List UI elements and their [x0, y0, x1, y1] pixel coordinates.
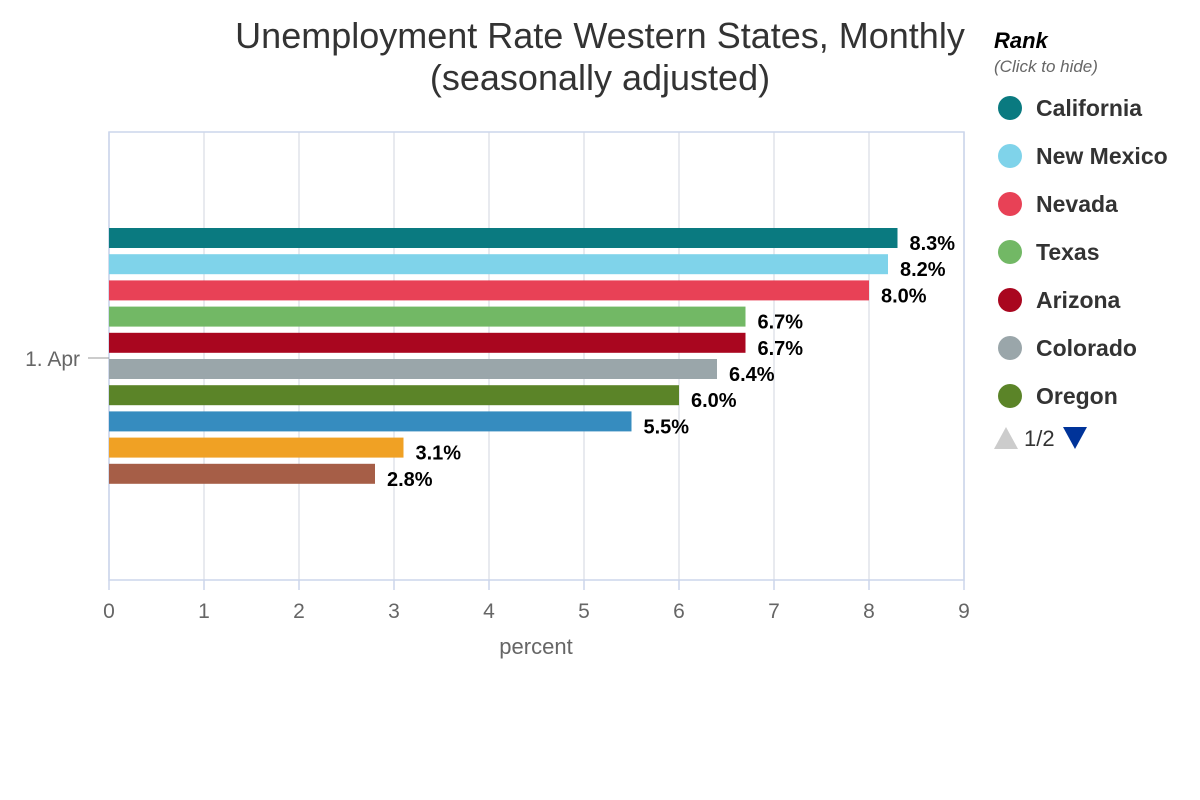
bar-texas[interactable] [109, 306, 746, 327]
x-axis-title: percent [499, 634, 572, 659]
legend-label-new-mexico: New Mexico [1036, 143, 1168, 169]
data-label-oregon: 6.0% [691, 390, 737, 412]
chart-subtitle: (seasonally adjusted) [430, 57, 770, 98]
x-tick-label-0: 0 [103, 600, 115, 623]
legend-item-oregon[interactable]: Oregon [998, 383, 1118, 409]
x-tick-label-7: 7 [768, 600, 780, 623]
y-axis-category-label: 1. Apr [25, 348, 80, 371]
legend-title: Rank [994, 28, 1050, 53]
legend-label-texas: Texas [1036, 239, 1100, 265]
data-label-new-mexico: 8.2% [900, 259, 946, 281]
x-tick-label-9: 9 [958, 600, 970, 623]
legend-item-texas[interactable]: Texas [998, 239, 1100, 265]
x-tick-label-4: 4 [483, 600, 495, 623]
legend-item-nevada[interactable]: Nevada [998, 191, 1118, 217]
legend-page-indicator: 1/2 [1024, 426, 1055, 451]
legend-label-california: California [1036, 95, 1142, 121]
gridlines [108, 132, 965, 580]
x-axis-ticks: 0 1 2 3 4 5 6 7 8 9 [103, 580, 970, 623]
bar-arizona[interactable] [109, 332, 746, 353]
x-tick-label-2: 2 [293, 600, 305, 623]
bar-nevada[interactable] [109, 280, 869, 301]
x-tick-label-1: 1 [198, 600, 210, 623]
bar-colorado[interactable] [109, 359, 717, 379]
legend-label-oregon: Oregon [1036, 383, 1118, 409]
legend-page-up-arrow-icon[interactable] [994, 427, 1018, 449]
legend-marker-oregon-icon [998, 384, 1022, 408]
data-label-colorado: 6.4% [729, 364, 775, 386]
legend-item-arizona[interactable]: Arizona [998, 287, 1121, 313]
legend-label-nevada: Nevada [1036, 191, 1118, 217]
legend: Rank (Click to hide) California New Mexic… [994, 28, 1168, 451]
x-tick-label-8: 8 [863, 600, 875, 623]
x-tick-label-6: 6 [673, 600, 685, 623]
bar-series-9[interactable] [109, 437, 404, 458]
legend-marker-nevada-icon [998, 192, 1022, 216]
legend-marker-colorado-icon [998, 336, 1022, 360]
bar-series-10[interactable] [109, 463, 375, 484]
legend-page-down-arrow-icon[interactable] [1063, 427, 1087, 449]
legend-marker-arizona-icon [998, 288, 1022, 312]
x-tick-label-3: 3 [388, 600, 400, 623]
legend-items: California New Mexico Nevada Texas Arizona Co… [998, 95, 1168, 409]
data-label-arizona: 6.7% [758, 338, 804, 360]
plot-area-border [108, 131, 965, 581]
data-label-california: 8.3% [910, 233, 956, 255]
data-labels-group: 8.3% 8.2% 8.0% 6.7% 6.7% 6.4% 6.0%5.5% 3.1% 2.8% [387, 233, 955, 491]
legend-label-colorado: Colorado [1036, 335, 1137, 361]
legend-item-new-mexico[interactable]: New Mexico [998, 143, 1168, 169]
bar-california[interactable] [109, 228, 898, 248]
legend-marker-texas-icon [998, 240, 1022, 264]
chart-title: Unemployment Rate Western States, Monthl… [235, 15, 965, 56]
legend-hint: (Click to hide) [994, 57, 1098, 76]
data-label-series-9: 3.1% [416, 443, 462, 465]
legend-label-arizona: Arizona [1036, 287, 1121, 313]
bar-new-mexico[interactable] [109, 254, 888, 275]
data-label-texas: 6.7% [758, 312, 804, 334]
legend-item-colorado[interactable]: Colorado [998, 335, 1137, 361]
x-tick-label-5: 5 [578, 600, 590, 623]
bar-series-8[interactable] [109, 411, 632, 432]
bar-oregon[interactable] [109, 385, 679, 406]
data-label-nevada: 8.0% [881, 285, 927, 307]
legend-marker-california-icon [998, 96, 1022, 120]
legend-marker-new-mexico-icon [998, 144, 1022, 168]
data-label-series-8: 5.5% [644, 416, 690, 438]
legend-item-california[interactable]: California [998, 95, 1142, 121]
bar-series-group [109, 228, 898, 484]
data-label-series-10: 2.8% [387, 469, 433, 491]
